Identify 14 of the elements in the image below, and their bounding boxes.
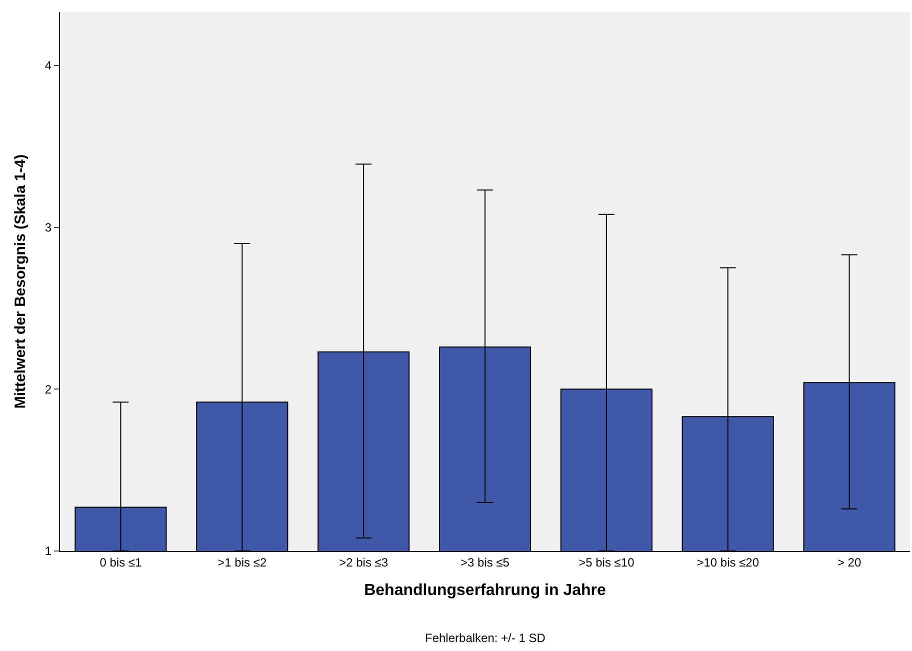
x-tick-label: >10 bis ≤20: [696, 555, 760, 570]
x-tick-label: >3 bis ≤5: [460, 555, 510, 570]
x-tick-label: >2 bis ≤3: [339, 555, 388, 570]
y-tick-label: 4: [44, 58, 52, 73]
y-axis-title: Mittelwert der Besorgnis (Skala 1-4): [12, 154, 30, 409]
y-tick-label: 3: [44, 220, 52, 234]
x-axis-title: Behandlungserfahrung in Jahre: [364, 582, 606, 600]
x-tick-label: >1 bis ≤2: [218, 555, 267, 570]
y-tick-label: 1: [44, 544, 52, 558]
x-tick-label: > 20: [837, 555, 862, 570]
text: Fehlerbalken: +/- 1 SD: [425, 631, 546, 645]
x-tick-label: >5 bis ≤10: [578, 555, 635, 570]
y-tick-label: 2: [44, 382, 52, 396]
x-tick-label: 0 bis ≤1: [100, 555, 142, 570]
